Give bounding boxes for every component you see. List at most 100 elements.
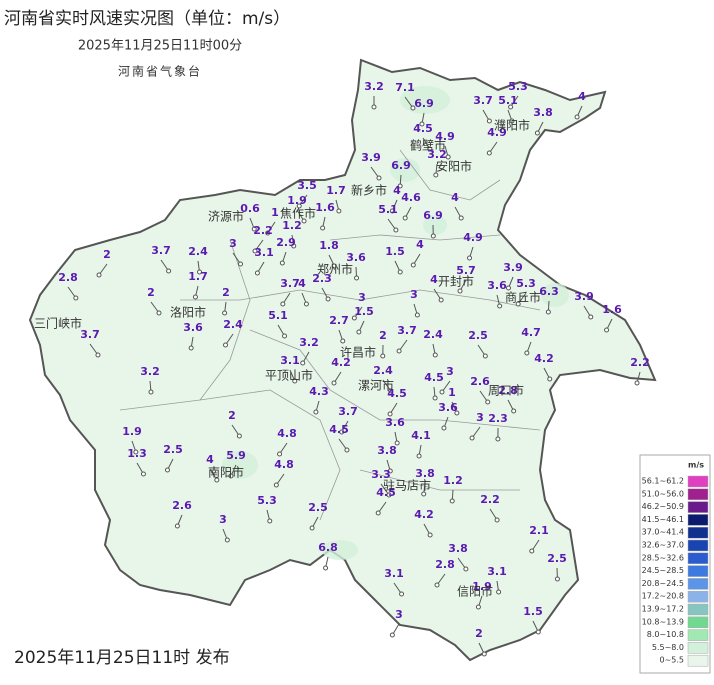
station-dot [390, 633, 394, 637]
time: 2025年11月25日11时00分 [78, 39, 242, 54]
wind-speed: 4.8 [277, 427, 297, 440]
wind-speed: 3.1 [280, 354, 300, 367]
wind-speed: 3.9 [574, 290, 594, 303]
wind-speed: 5.9 [226, 449, 246, 462]
legend-label: 0~5.5 [659, 656, 684, 665]
wind-speed: 2.4 [223, 318, 243, 331]
wind-speed: 3.6 [438, 401, 458, 414]
station-dot [589, 315, 593, 319]
wind-speed: 3 [446, 365, 454, 378]
city-name: 郑州市 [317, 262, 353, 277]
wind-speed: 1.5 [523, 605, 543, 618]
legend-swatch [688, 489, 708, 500]
station-dot [506, 286, 510, 290]
station-dot [167, 269, 171, 273]
station-dot [431, 234, 435, 238]
wind-speed: 4.6 [401, 191, 421, 204]
wind-speed: 2 [379, 329, 387, 342]
station-dot [512, 409, 516, 413]
station-dot [237, 434, 241, 438]
station-dot [464, 567, 468, 571]
station-dot [224, 343, 228, 347]
station-dot [555, 577, 559, 581]
legend-label: 28.5~32.6 [642, 553, 684, 562]
legend-swatch [688, 617, 708, 628]
wind-speed: 2.4 [373, 364, 393, 377]
station-dot [487, 151, 491, 155]
wind-speed: 6.3 [539, 285, 559, 298]
city-name: 驻马店市 [383, 478, 431, 493]
wind-speed: 5.3 [516, 277, 536, 290]
station-dot [280, 261, 284, 265]
station-dot [310, 526, 314, 530]
legend-label: 41.5~46.1 [642, 515, 684, 524]
wind-speed: 1.5 [354, 305, 374, 318]
station-dot [548, 377, 552, 381]
legend-swatch [688, 591, 708, 602]
wind-speed: 3.7 [280, 277, 300, 290]
wind-speed: 4.5 [329, 423, 349, 436]
station-dot [411, 263, 415, 267]
wind-speed: 3.2 [299, 336, 319, 349]
wind-speed: 2.5 [468, 329, 488, 342]
station-dot [450, 499, 454, 503]
legend-swatch [688, 566, 708, 577]
city-name: 洛阳市 [170, 305, 206, 320]
wind-speed: 2.2 [630, 356, 650, 369]
legend-label: 51.0~56.0 [642, 489, 684, 498]
wind-speed: 3 [229, 237, 237, 250]
wind-speed: 2.2 [480, 493, 500, 506]
agency: 河南省气象台 [118, 64, 202, 79]
wind-speed: 3.2 [364, 80, 384, 93]
station-dot [337, 209, 341, 213]
station-dot [575, 115, 579, 119]
station-dot [165, 468, 169, 472]
wind-speed: 2.5 [308, 501, 328, 514]
wind-speed: 2 [228, 409, 236, 422]
title: 河南省实时风速实况图（单位：m/s） [4, 9, 290, 29]
station-dot [372, 105, 376, 109]
legend-label: 8.0~10.8 [647, 630, 684, 639]
station-dot [440, 390, 444, 394]
wind-speed: 3 [358, 291, 366, 304]
station-dot [487, 119, 491, 123]
wind-speed: 3.8 [377, 444, 397, 457]
station-dot [345, 448, 349, 452]
station-dot [400, 592, 404, 596]
city-name: 新乡市 [351, 183, 387, 198]
station-dot [459, 216, 463, 220]
wind-speed: 3 [410, 288, 418, 301]
wind-speed: 4 [298, 277, 306, 290]
station-dot [74, 296, 78, 300]
city-name: 平顶山市 [265, 368, 313, 383]
footer: 2025年11月25日11时 发布 [14, 648, 230, 668]
wind-speed: 4.9 [463, 231, 483, 244]
wind-speed: 3.7 [473, 94, 493, 107]
wind-speed: 4 [430, 273, 438, 286]
wind-speed: 3.9 [361, 151, 381, 164]
wind-speed: 2.8 [58, 271, 78, 284]
station-dot [96, 353, 100, 357]
station-dot [357, 330, 361, 334]
station-dot [97, 273, 101, 277]
station-dot [355, 276, 359, 280]
wind-speed: 1.7 [188, 270, 208, 283]
station-dot [415, 313, 419, 317]
legend-swatch [688, 540, 708, 551]
station-dot [223, 311, 227, 315]
station-dot [435, 583, 439, 587]
station-dot [175, 524, 179, 528]
wind-speed: 3 [219, 513, 227, 526]
legend-label: 10.8~13.9 [642, 617, 684, 626]
wind-speed: 5.3 [257, 494, 277, 507]
station-dot [332, 381, 336, 385]
city-name: 许昌市 [340, 345, 376, 360]
station-dot [239, 262, 243, 266]
wind-speed: 1 [448, 386, 456, 399]
wind-speed: 2.5 [163, 443, 183, 456]
station-dot [483, 354, 487, 358]
station-dot [341, 339, 345, 343]
legend-label: 17.2~20.8 [642, 592, 684, 601]
station-dot [605, 328, 609, 332]
